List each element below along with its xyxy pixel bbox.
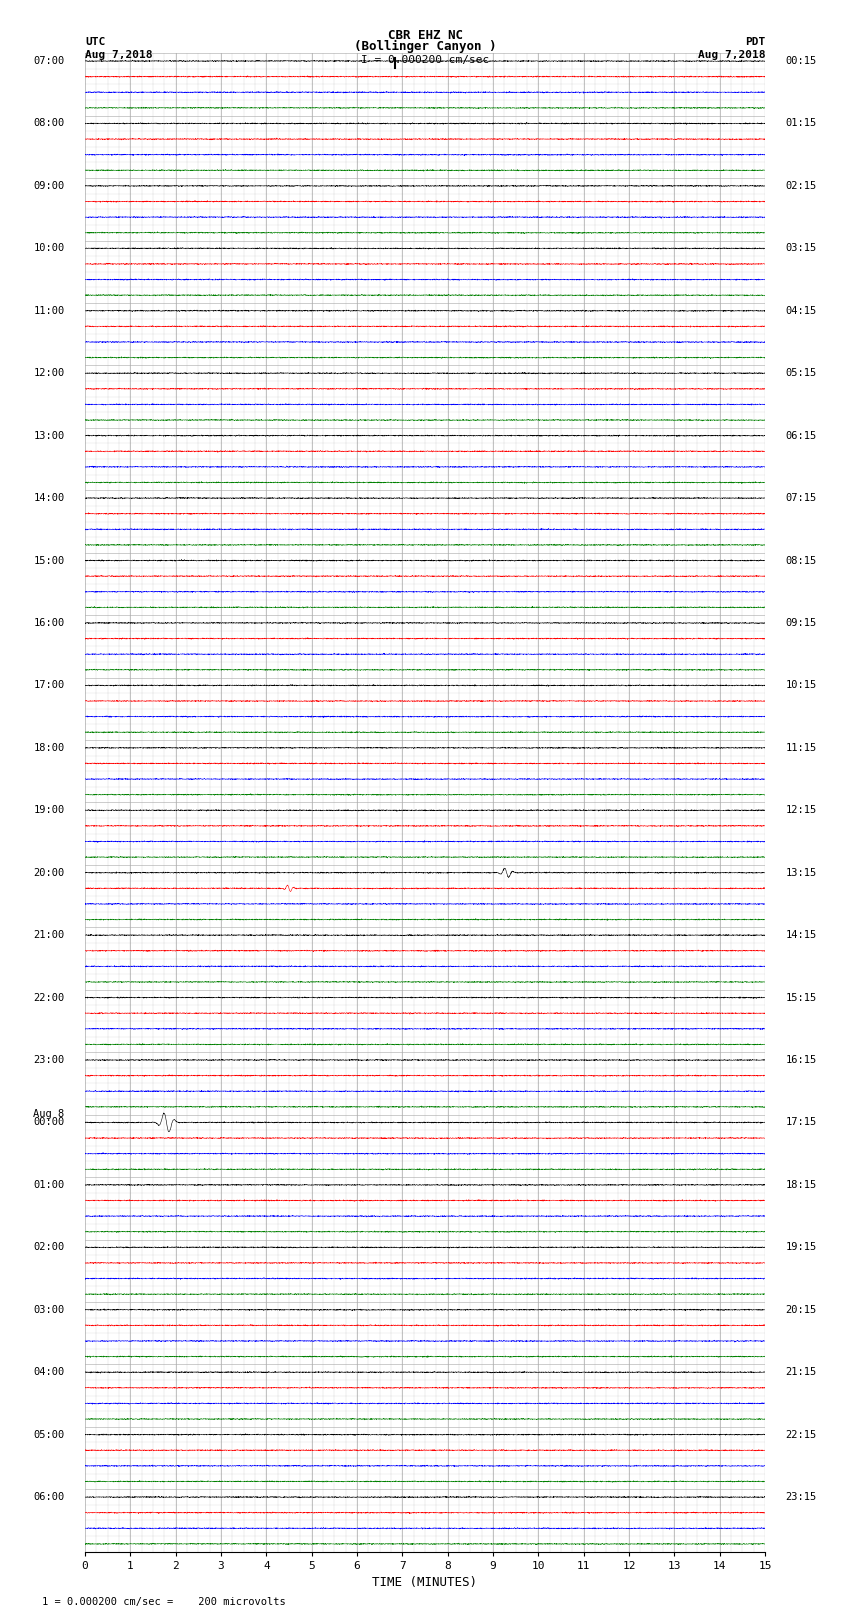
Text: 14:00: 14:00 (33, 494, 65, 503)
Text: 05:00: 05:00 (33, 1429, 65, 1440)
Text: 10:15: 10:15 (785, 681, 817, 690)
Text: Aug 8: Aug 8 (33, 1108, 65, 1119)
Text: 15:15: 15:15 (785, 992, 817, 1003)
Text: 06:15: 06:15 (785, 431, 817, 440)
Text: 08:15: 08:15 (785, 555, 817, 566)
Text: I = 0.000200 cm/sec: I = 0.000200 cm/sec (361, 55, 489, 65)
Text: 13:15: 13:15 (785, 868, 817, 877)
Text: 1 = 0.000200 cm/sec =    200 microvolts: 1 = 0.000200 cm/sec = 200 microvolts (42, 1597, 286, 1607)
Text: 16:15: 16:15 (785, 1055, 817, 1065)
Text: 13:00: 13:00 (33, 431, 65, 440)
Text: 00:00: 00:00 (33, 1118, 65, 1127)
Text: CBR EHZ NC: CBR EHZ NC (388, 29, 462, 42)
Text: 10:00: 10:00 (33, 244, 65, 253)
Text: 06:00: 06:00 (33, 1492, 65, 1502)
Text: 02:00: 02:00 (33, 1242, 65, 1252)
Text: Aug 7,2018: Aug 7,2018 (85, 50, 152, 60)
Text: 04:00: 04:00 (33, 1368, 65, 1378)
Text: 05:15: 05:15 (785, 368, 817, 377)
Text: 12:00: 12:00 (33, 368, 65, 377)
Text: 09:15: 09:15 (785, 618, 817, 627)
Text: 21:15: 21:15 (785, 1368, 817, 1378)
Text: 18:00: 18:00 (33, 744, 65, 753)
Text: 08:00: 08:00 (33, 118, 65, 129)
Text: 20:15: 20:15 (785, 1305, 817, 1315)
Text: 12:15: 12:15 (785, 805, 817, 815)
Text: 07:00: 07:00 (33, 56, 65, 66)
Text: 01:00: 01:00 (33, 1179, 65, 1190)
Text: 11:15: 11:15 (785, 744, 817, 753)
Text: 00:15: 00:15 (785, 56, 817, 66)
Text: Aug 7,2018: Aug 7,2018 (698, 50, 765, 60)
Text: 15:00: 15:00 (33, 555, 65, 566)
Text: 03:15: 03:15 (785, 244, 817, 253)
Text: 19:15: 19:15 (785, 1242, 817, 1252)
Text: 22:00: 22:00 (33, 992, 65, 1003)
Text: 03:00: 03:00 (33, 1305, 65, 1315)
Text: 23:15: 23:15 (785, 1492, 817, 1502)
Text: 22:15: 22:15 (785, 1429, 817, 1440)
Text: 01:15: 01:15 (785, 118, 817, 129)
Text: 20:00: 20:00 (33, 868, 65, 877)
X-axis label: TIME (MINUTES): TIME (MINUTES) (372, 1576, 478, 1589)
Text: 11:00: 11:00 (33, 306, 65, 316)
Text: 21:00: 21:00 (33, 931, 65, 940)
Text: 19:00: 19:00 (33, 805, 65, 815)
Text: 02:15: 02:15 (785, 181, 817, 190)
Text: 09:00: 09:00 (33, 181, 65, 190)
Text: 23:00: 23:00 (33, 1055, 65, 1065)
Text: PDT: PDT (745, 37, 765, 47)
Text: 07:15: 07:15 (785, 494, 817, 503)
Text: (Bollinger Canyon ): (Bollinger Canyon ) (354, 40, 496, 53)
Text: 17:15: 17:15 (785, 1118, 817, 1127)
Text: 04:15: 04:15 (785, 306, 817, 316)
Text: 18:15: 18:15 (785, 1179, 817, 1190)
Text: 17:00: 17:00 (33, 681, 65, 690)
Text: 16:00: 16:00 (33, 618, 65, 627)
Text: UTC: UTC (85, 37, 105, 47)
Text: 14:15: 14:15 (785, 931, 817, 940)
